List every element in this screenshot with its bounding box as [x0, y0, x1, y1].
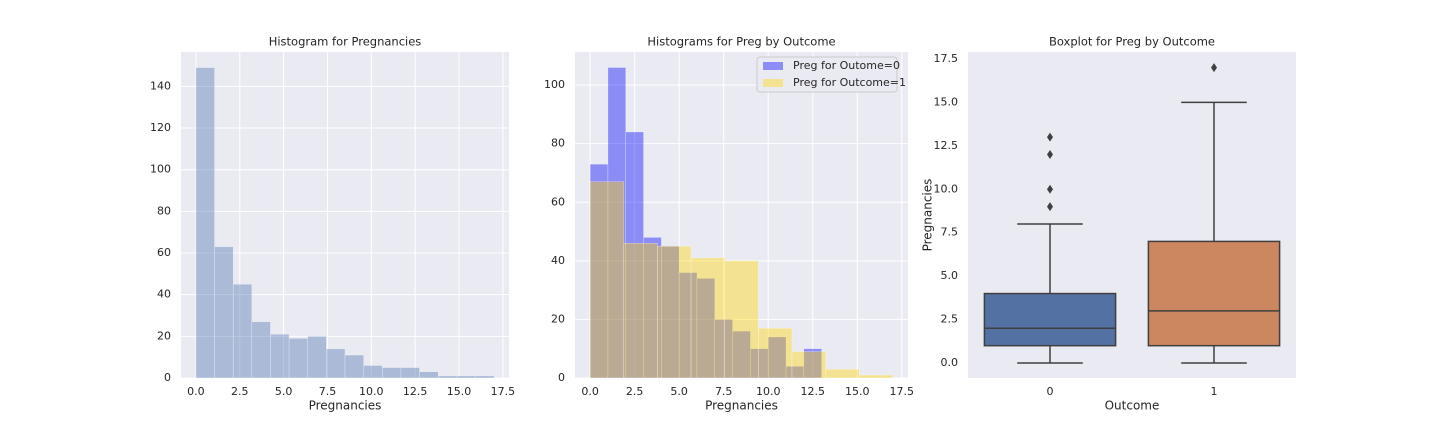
histogram-bar [623, 243, 658, 379]
y-tick-label: 140 [150, 79, 171, 92]
histogram-bar [758, 327, 793, 379]
y-tick-label: 0 [558, 371, 565, 384]
histogram-bar [195, 67, 215, 379]
histogram-bar [657, 245, 692, 379]
x-tick-label: 15.0 [447, 385, 472, 398]
y-tick-label: 0 [164, 371, 171, 384]
x-tick-label: 12.5 [800, 385, 825, 398]
histogram-bar [363, 365, 383, 379]
y-tick-label: 40 [157, 288, 171, 301]
plot-background [181, 52, 509, 378]
y-axis-label: Pregnancies [921, 179, 935, 252]
legend-label: Preg for Outome=0 [793, 59, 900, 72]
x-axis-label: Pregnancies [309, 399, 382, 413]
x-tick-label: 2.5 [626, 385, 644, 398]
y-tick-label: 60 [551, 195, 565, 208]
y-tick-label: 2.5 [941, 313, 959, 326]
histogram-bar [456, 375, 476, 379]
y-tick-label: 7.5 [941, 226, 959, 239]
histogram-bar [382, 367, 402, 379]
y-tick-label: 80 [551, 137, 565, 150]
flier [1047, 202, 1053, 212]
x-tick-label: 5.0 [670, 385, 688, 398]
flier [1211, 63, 1217, 73]
x-tick-label: 1 [1211, 385, 1218, 398]
y-tick-label: 10.0 [934, 182, 959, 195]
histogram-bar [475, 375, 495, 379]
x-tick-label: 7.5 [319, 385, 337, 398]
x-tick-label: 2.5 [231, 385, 249, 398]
chart-title: Histogram for Pregnancies [269, 35, 422, 49]
x-tick-label: 5.0 [275, 385, 293, 398]
histogram-bar [690, 257, 725, 379]
x-tick-label: 0 [1047, 385, 1054, 398]
y-tick-label: 60 [157, 246, 171, 259]
x-tick-label: 0.0 [187, 385, 205, 398]
x-axis-label: Pregnancies [705, 399, 778, 413]
y-tick-label: 100 [150, 163, 171, 176]
flier [1047, 150, 1053, 160]
x-tick-label: 7.5 [715, 385, 733, 398]
legend-swatch [763, 79, 783, 87]
flier [1047, 184, 1053, 194]
histogram-bar [326, 348, 346, 379]
y-tick-label: 20 [551, 312, 565, 325]
x-tick-label: 15.0 [845, 385, 870, 398]
y-tick-label: 0.0 [941, 356, 959, 369]
chart-title: Boxplot for Preg by Outcome [1049, 35, 1215, 49]
histogram-bar [437, 375, 458, 379]
x-tick-label: 17.5 [890, 385, 915, 398]
histogram-bar [288, 338, 308, 379]
histogram-bar [589, 181, 625, 379]
histogram-bar [270, 334, 290, 379]
x-tick-label: 12.5 [403, 385, 428, 398]
histogram-bar [791, 351, 826, 379]
y-tick-label: 17.5 [934, 52, 959, 65]
x-tick-label: 0.0 [581, 385, 599, 398]
box [1147, 240, 1281, 347]
histogram-bar [251, 321, 271, 379]
histogram-bar [344, 354, 364, 379]
y-tick-label: 15.0 [934, 95, 959, 108]
histogram-bar [214, 246, 234, 379]
y-tick-label: 5.0 [941, 269, 959, 282]
histogram-bar [858, 374, 894, 379]
legend-swatch [763, 62, 783, 70]
histogram-bar [419, 371, 439, 379]
x-tick-label: 17.5 [491, 385, 516, 398]
y-tick-label: 80 [157, 204, 171, 217]
y-tick-label: 20 [157, 329, 171, 342]
flier [1047, 132, 1053, 142]
y-tick-label: 12.5 [934, 139, 959, 152]
plot-background [575, 52, 908, 378]
y-tick-label: 100 [544, 78, 565, 91]
x-tick-label: 10.0 [359, 385, 384, 398]
y-tick-label: 120 [150, 121, 171, 134]
histogram-bar [307, 336, 327, 379]
histogram-bar [400, 367, 420, 379]
x-tick-label: 10.0 [756, 385, 781, 398]
histogram-bar [232, 284, 253, 379]
histogram-bar [825, 368, 860, 379]
histogram-bar [724, 260, 759, 379]
legend-box [756, 56, 898, 93]
x-axis-label: Outcome [1105, 399, 1160, 413]
legend-label: Preg for Outcome=1 [793, 76, 906, 89]
y-tick-label: 40 [551, 254, 565, 267]
box [983, 292, 1117, 347]
chart-title: Histograms for Preg by Outcome [647, 35, 835, 49]
